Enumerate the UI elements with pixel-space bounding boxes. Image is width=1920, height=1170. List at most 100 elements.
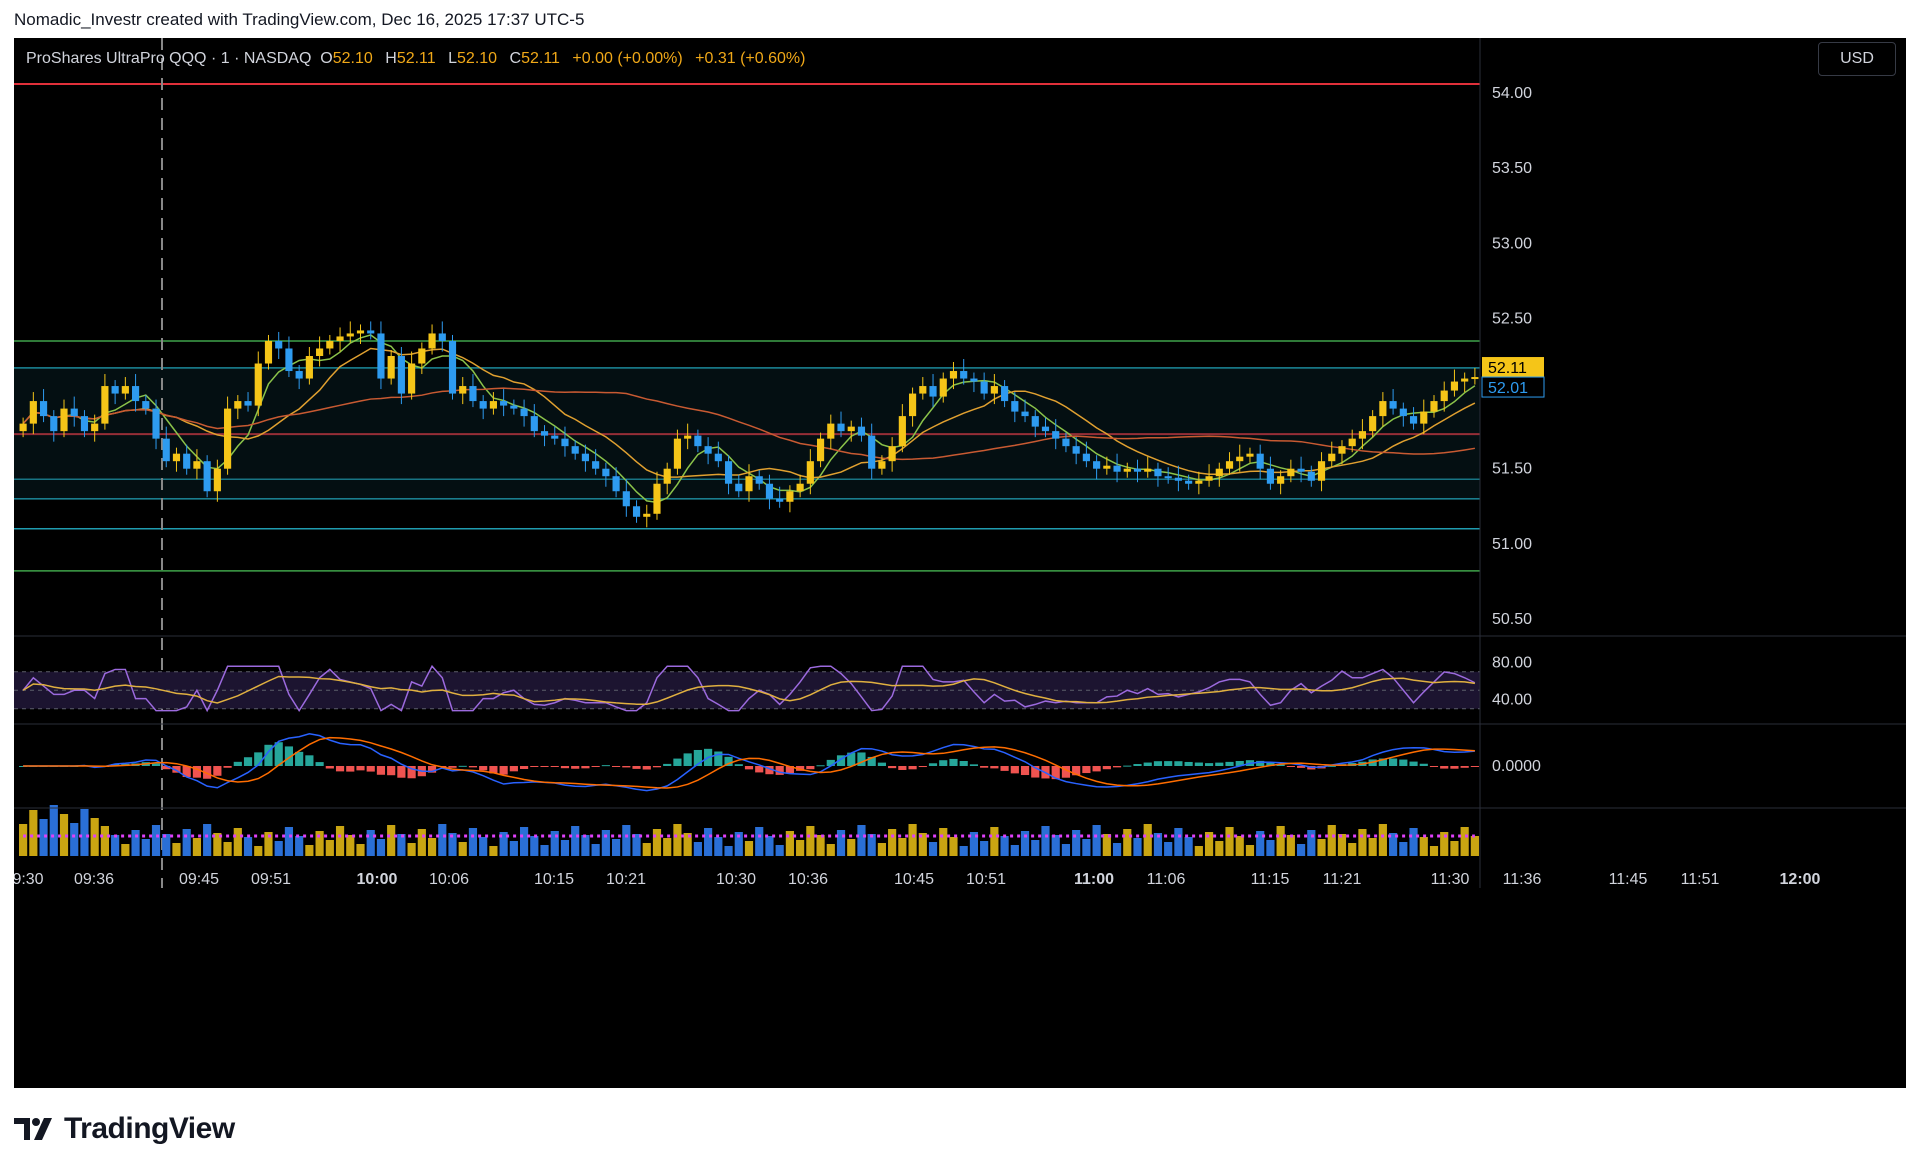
- candle-body: [745, 476, 753, 492]
- candle-body: [530, 416, 538, 432]
- candle-body: [980, 381, 988, 394]
- volume-bar: [131, 830, 140, 856]
- volume-bar: [632, 834, 641, 856]
- candle-body: [806, 461, 814, 484]
- volume-bar: [1102, 834, 1111, 856]
- volume-bar: [540, 845, 549, 856]
- macd-histogram-bar: [1112, 766, 1122, 768]
- candle-body: [1205, 476, 1213, 481]
- candle-body: [1328, 453, 1336, 462]
- macd-histogram-bar: [652, 766, 662, 768]
- volume-bar: [1470, 836, 1479, 856]
- volume-bar: [141, 839, 150, 856]
- volume-bar: [908, 824, 917, 856]
- volume-bar: [1266, 840, 1275, 856]
- y-tick-label: 51.00: [1492, 536, 1532, 553]
- candle-body: [909, 393, 917, 417]
- candle-body: [60, 408, 68, 432]
- macd-histogram-bar: [816, 765, 825, 767]
- macd-histogram-bar: [468, 766, 478, 768]
- candle-body: [551, 435, 559, 439]
- candle-body: [1185, 480, 1193, 484]
- candle-body: [663, 468, 671, 484]
- macd-histogram-bar: [693, 749, 702, 766]
- macd-histogram-bar: [724, 756, 733, 766]
- volume-bar: [1286, 835, 1295, 856]
- candle-body: [643, 513, 651, 517]
- macd-histogram-bar: [213, 766, 222, 776]
- candle-body: [275, 340, 283, 349]
- ma-slow-line: [22, 387, 1476, 461]
- candle-body: [796, 483, 804, 492]
- candle-body: [438, 333, 446, 341]
- volume-bar: [1164, 842, 1173, 856]
- volume-bar: [59, 814, 69, 856]
- volume-bar: [1051, 835, 1060, 856]
- candle-body: [224, 408, 232, 469]
- macd-histogram-bar: [1123, 765, 1132, 767]
- macd-tick-label: 0.0000: [1492, 758, 1541, 775]
- candle-body: [510, 405, 518, 409]
- candle-body: [305, 356, 313, 379]
- candle-body: [602, 468, 610, 477]
- x-tick-label: 11:00: [1074, 871, 1114, 888]
- symbol-legend: ProShares UltraPro QQQ · 1 · NASDAQ O52.…: [26, 50, 806, 67]
- macd-histogram-bar: [908, 766, 917, 770]
- candle-body: [19, 423, 27, 432]
- volume-bar: [254, 846, 263, 856]
- volume-bar: [39, 819, 48, 856]
- macd-histogram-bar: [663, 763, 672, 766]
- x-tick-label: 10:30: [716, 871, 756, 888]
- candle-body: [765, 483, 774, 499]
- y-tick-label: 54.00: [1492, 85, 1532, 102]
- macd-histogram-bar: [959, 760, 968, 766]
- macd-histogram-bar: [550, 766, 559, 767]
- volume-bar: [1010, 845, 1019, 856]
- price-chart[interactable]: 54.00 53.50 53.00 52.50 51.50 51.00 50.50 52.11…: [14, 38, 1906, 1088]
- volume-bar: [1133, 838, 1142, 856]
- candle-body: [213, 468, 221, 492]
- candle-body: [571, 446, 579, 454]
- candle-body: [183, 453, 191, 469]
- candle-body: [684, 435, 692, 439]
- macd-histogram-bar: [888, 766, 897, 769]
- volume-bar: [346, 835, 355, 856]
- macd-histogram-bar: [397, 766, 406, 778]
- candle-body: [1348, 438, 1356, 447]
- volume-bar: [939, 828, 948, 856]
- chart-frame[interactable]: 54.00 53.50 53.00 52.50 51.50 51.00 50.50 52.11…: [14, 38, 1906, 1088]
- volume-bar: [734, 832, 743, 856]
- volume-bar: [223, 842, 232, 856]
- volume-bar: [571, 826, 580, 856]
- macd-histogram-bar: [918, 766, 927, 768]
- candle-body: [367, 330, 375, 334]
- volume-bar: [1450, 841, 1459, 856]
- x-tick-label: 10:06: [429, 871, 469, 888]
- macd-histogram-bar: [1143, 762, 1152, 766]
- macd-histogram-bar: [755, 766, 764, 773]
- candle-body: [1154, 468, 1162, 477]
- candle-body: [459, 386, 467, 394]
- volume-bar: [1194, 846, 1203, 856]
- candle-body: [316, 348, 324, 356]
- candle-body: [111, 386, 119, 394]
- candle-body: [29, 401, 37, 424]
- candle-body: [356, 330, 365, 334]
- macd-histogram-bar: [1235, 760, 1244, 766]
- candle-body: [1471, 377, 1479, 380]
- macd-histogram-bar: [939, 760, 948, 766]
- macd-histogram-bar: [969, 764, 979, 766]
- volume-bar: [387, 825, 396, 856]
- candle-body: [1174, 477, 1182, 481]
- candle-body: [939, 378, 947, 397]
- candle-body: [1338, 446, 1346, 454]
- macd-histogram-bar: [867, 756, 876, 766]
- candle-body: [724, 461, 733, 484]
- macd-histogram-bar: [1276, 764, 1285, 766]
- currency-button[interactable]: USD: [1818, 42, 1896, 76]
- macd-histogram-bar: [949, 758, 958, 766]
- candle-body: [1021, 411, 1029, 417]
- candle-body: [653, 483, 661, 514]
- volume-bar: [111, 835, 120, 856]
- close-value: 52.11: [521, 50, 560, 67]
